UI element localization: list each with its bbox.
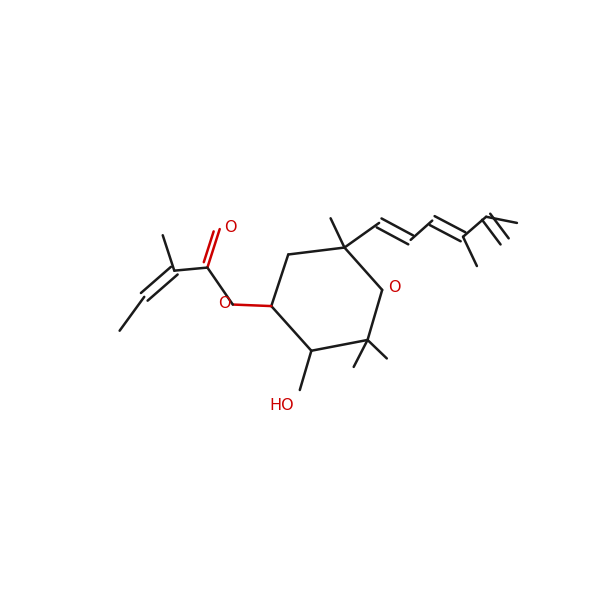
Text: O: O [218, 296, 230, 311]
Text: O: O [224, 220, 237, 235]
Text: HO: HO [270, 398, 295, 413]
Text: O: O [388, 280, 400, 295]
